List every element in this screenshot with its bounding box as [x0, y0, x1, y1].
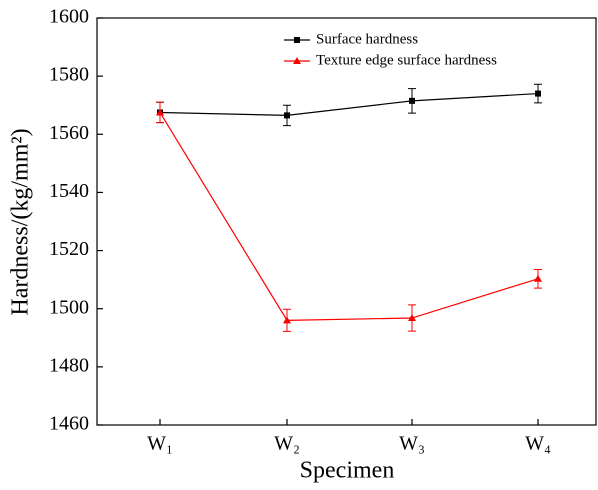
- y-tick-label: 1500: [49, 296, 89, 318]
- x-axis-title: Specimen: [300, 458, 395, 484]
- legend-marker: [294, 37, 300, 43]
- data-point: [534, 274, 542, 282]
- y-tick-label: 1560: [49, 122, 89, 144]
- data-point: [408, 314, 416, 322]
- plot-frame: [96, 17, 597, 426]
- y-tick-label: 1460: [49, 413, 89, 435]
- series-line: [159, 112, 539, 321]
- y-axis-title: Hardness/(kg/mm²): [8, 128, 34, 315]
- x-tick-label: W₁: [147, 433, 173, 455]
- y-tick-label: 1580: [49, 64, 89, 86]
- y-tick-label: 1480: [49, 354, 89, 376]
- series-line: [159, 92, 539, 116]
- data-point: [535, 90, 541, 97]
- legend-label: Surface hardness: [316, 31, 418, 47]
- data-point: [156, 108, 164, 116]
- y-tick-label: 1540: [49, 180, 89, 202]
- x-tick-label: W₄: [525, 433, 551, 455]
- y-tick-label: 1600: [49, 6, 89, 28]
- x-tick-label: W₃: [399, 433, 425, 455]
- data-point: [284, 112, 290, 119]
- x-tick-label: W₂: [274, 433, 300, 455]
- legend-label: Texture edge surface hardness: [316, 52, 497, 68]
- data-point: [409, 97, 415, 104]
- data-point: [283, 316, 291, 324]
- y-tick-label: 1520: [49, 238, 89, 260]
- legend-marker: [293, 57, 301, 64]
